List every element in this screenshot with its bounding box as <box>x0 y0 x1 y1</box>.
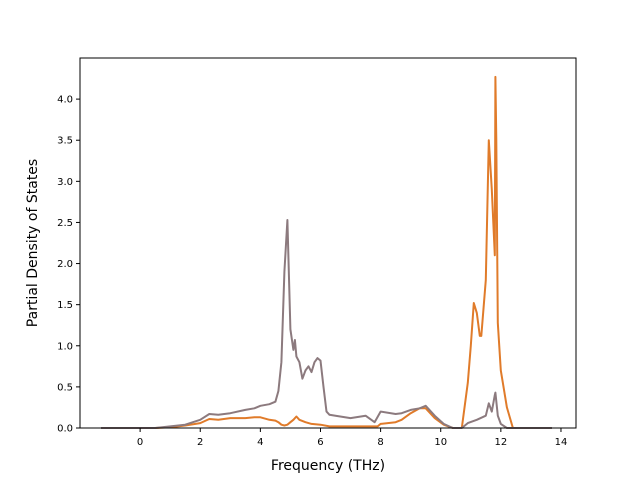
series-line-1 <box>101 75 552 429</box>
x-axis-title: Frequency (THz) <box>271 458 385 474</box>
x-tick-label: 14 <box>555 437 568 448</box>
x-tick-label: 12 <box>494 437 507 448</box>
y-axis-title: Partial Density of States <box>25 159 41 327</box>
y-tick-label: 1.5 <box>57 300 73 311</box>
x-tick-label: 6 <box>317 437 323 448</box>
y-tick-label: 3.0 <box>57 177 73 188</box>
y-tick-label: 0.5 <box>57 382 73 393</box>
series-layer <box>101 75 552 429</box>
x-axis-ticks: 0 2 4 6 8 10 12 14 <box>137 428 567 448</box>
series-line-2 <box>101 219 552 429</box>
x-tick-label: 4 <box>257 437 263 448</box>
y-tick-label: 1.0 <box>57 341 73 352</box>
y-tick-label: 4.0 <box>57 95 73 106</box>
y-tick-label: 3.5 <box>57 136 73 147</box>
x-tick-label: 2 <box>197 437 203 448</box>
y-tick-label: 2.0 <box>57 259 73 270</box>
plot-frame <box>79 57 577 429</box>
x-tick-label: 8 <box>377 437 383 448</box>
x-tick-label: 10 <box>434 437 447 448</box>
y-tick-label: 0.0 <box>57 424 73 435</box>
y-axis-ticks: 0.0 0.5 1.0 1.5 2.0 2.5 3.0 3.5 4.0 <box>57 95 80 435</box>
y-tick-label: 2.5 <box>57 218 73 229</box>
x-tick-label: 0 <box>137 437 143 448</box>
